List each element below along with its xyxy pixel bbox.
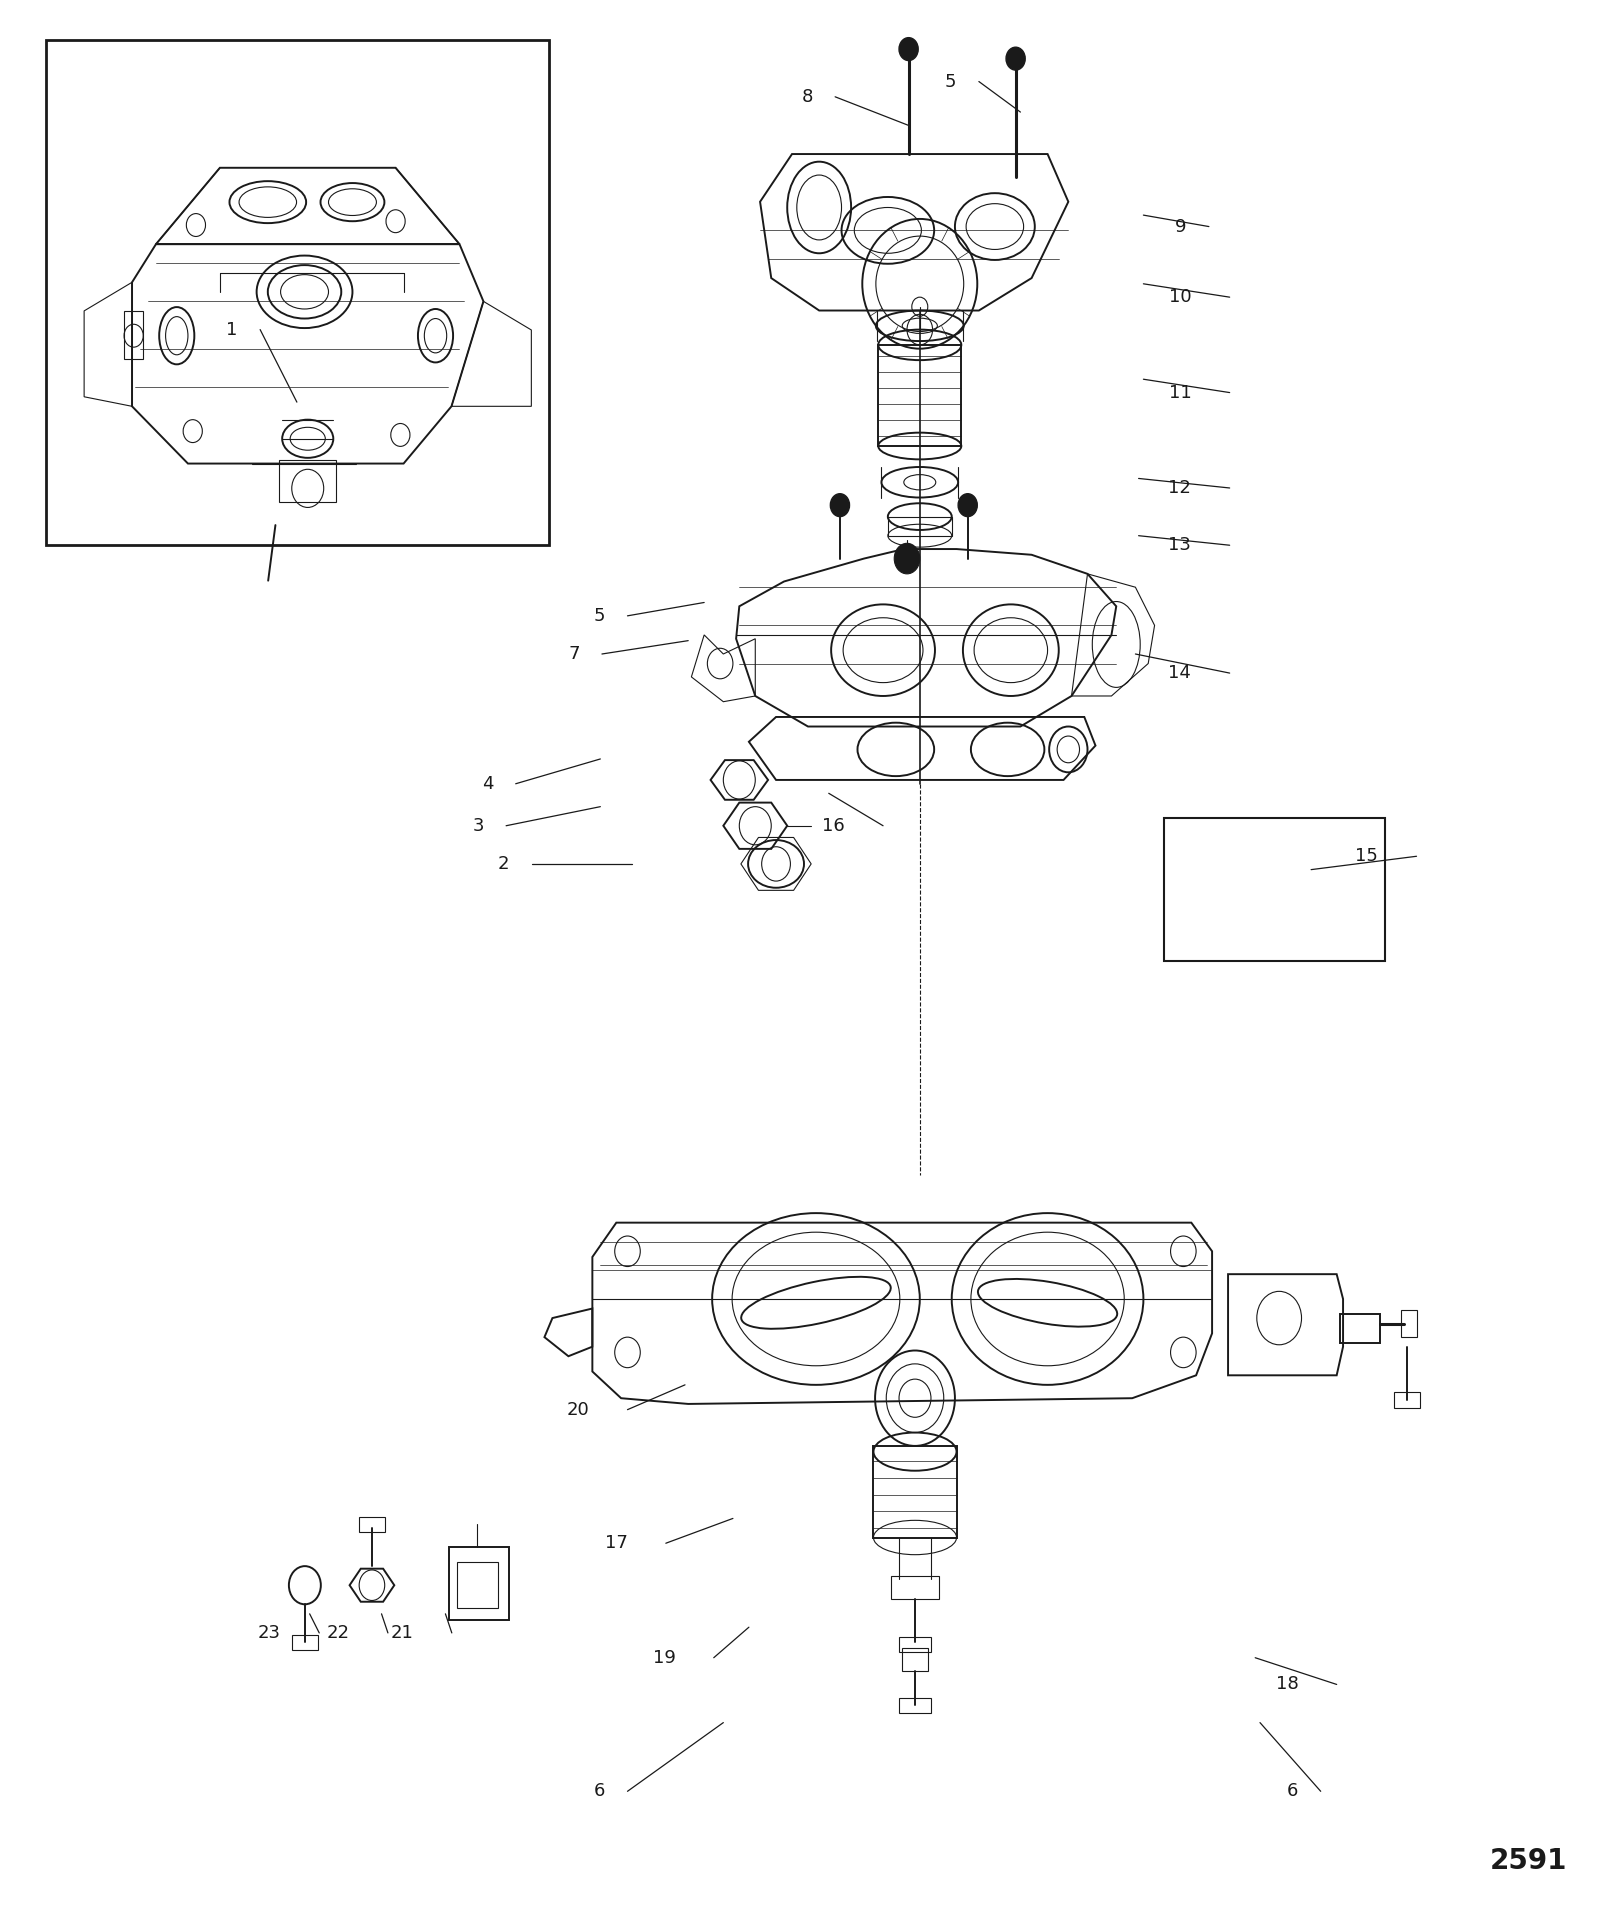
Text: 1: 1 xyxy=(227,321,238,338)
Bar xyxy=(456,1563,498,1609)
Bar xyxy=(874,1447,957,1538)
Text: 20: 20 xyxy=(566,1401,589,1418)
Text: 22: 22 xyxy=(326,1624,349,1642)
Bar xyxy=(448,1548,509,1619)
Text: 14: 14 xyxy=(1168,665,1192,682)
Bar xyxy=(899,1636,931,1651)
Text: 5: 5 xyxy=(594,608,605,625)
Circle shape xyxy=(830,493,850,516)
Bar xyxy=(358,1517,384,1533)
Text: 16: 16 xyxy=(822,816,845,835)
Text: 11: 11 xyxy=(1168,384,1192,401)
Text: 10: 10 xyxy=(1168,289,1192,306)
Text: 17: 17 xyxy=(605,1535,627,1552)
Bar xyxy=(899,1697,931,1712)
Bar xyxy=(902,1647,928,1670)
Text: 21: 21 xyxy=(390,1624,413,1642)
Circle shape xyxy=(1006,48,1026,71)
Bar xyxy=(1400,1311,1416,1338)
Text: 5: 5 xyxy=(946,73,957,90)
Bar xyxy=(125,311,144,359)
Circle shape xyxy=(958,493,978,516)
Bar xyxy=(891,1577,939,1600)
Text: 2: 2 xyxy=(498,854,509,873)
Text: 15: 15 xyxy=(1355,847,1378,866)
Bar xyxy=(1339,1315,1379,1343)
Text: 6: 6 xyxy=(1286,1783,1298,1800)
Text: 9: 9 xyxy=(1174,218,1187,235)
Bar xyxy=(888,516,952,535)
Circle shape xyxy=(894,543,920,573)
Text: 3: 3 xyxy=(472,816,483,835)
Text: 7: 7 xyxy=(568,646,579,663)
Bar xyxy=(46,40,549,545)
Bar xyxy=(278,461,336,503)
Text: 4: 4 xyxy=(482,774,493,793)
Bar xyxy=(1165,818,1384,961)
Bar xyxy=(293,1634,318,1649)
Text: 8: 8 xyxy=(802,88,813,105)
Bar xyxy=(1394,1393,1419,1408)
Text: 18: 18 xyxy=(1275,1676,1298,1693)
Circle shape xyxy=(899,38,918,61)
Text: 23: 23 xyxy=(258,1624,282,1642)
Text: 13: 13 xyxy=(1168,537,1192,554)
Text: 12: 12 xyxy=(1168,480,1192,497)
Text: 6: 6 xyxy=(594,1783,605,1800)
Text: 2591: 2591 xyxy=(1490,1848,1566,1875)
Text: 19: 19 xyxy=(653,1649,675,1666)
